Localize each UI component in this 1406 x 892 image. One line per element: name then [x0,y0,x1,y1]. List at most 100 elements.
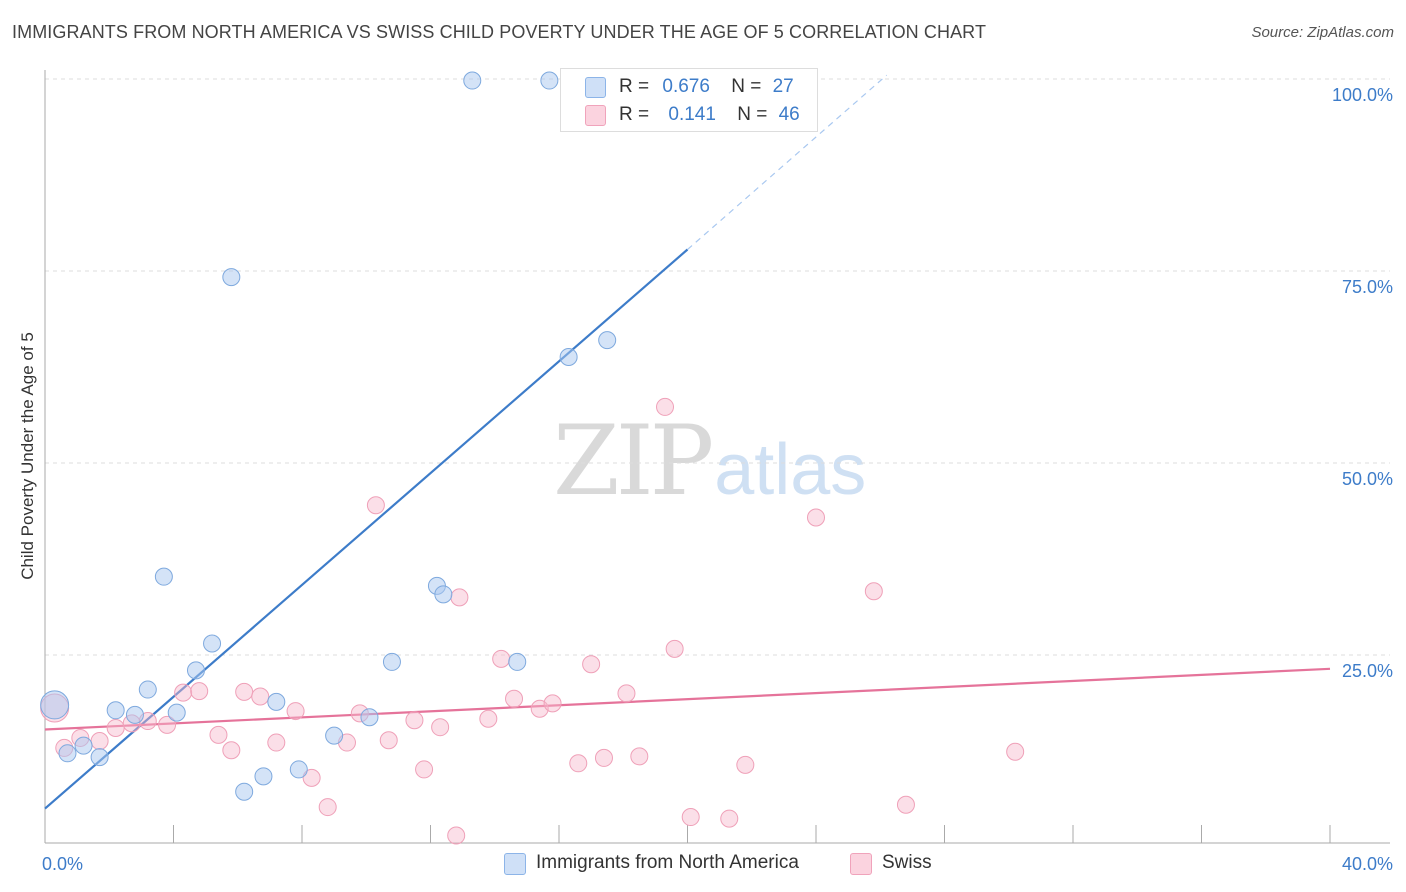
point-swiss [174,683,193,702]
point-swiss [431,718,450,737]
point-swiss [665,639,684,658]
legend-swatch-blue [585,76,606,98]
point-swiss [415,760,434,779]
legend-r-value: 0.141 [668,104,716,125]
y-tick-label: 50.0% [1342,469,1393,489]
point-immigrants [508,652,527,671]
point-immigrants [203,634,222,653]
point-swiss [864,582,883,601]
zipatlas-watermark: ZIPatlas [553,405,866,517]
point-swiss [158,715,177,734]
point-swiss [492,649,511,668]
point-swiss [235,682,254,701]
correlation-legend: R = 0.676 N = 27 R = 0.141 N = 46 [560,68,818,132]
y-tick-label: 75.0% [1342,277,1393,297]
point-swiss [656,397,675,416]
point-swiss [617,684,636,703]
point-immigrants [167,703,186,722]
point-immigrants [154,567,173,586]
bottom-legend-label-swiss: Swiss [882,852,932,873]
chart-title: IMMIGRANTS FROM NORTH AMERICA VS SWISS C… [12,22,987,42]
legend-r-value: 0.676 [662,76,710,97]
source-label: Source: ZipAtlas.com [1251,24,1394,41]
legend-n-label: N = [737,104,768,125]
y-tick-label: 100.0% [1332,85,1393,105]
point-swiss [90,732,109,751]
trend-line-swiss [44,667,1331,731]
point-swiss [267,733,286,752]
point-swiss [505,689,524,708]
data-points [40,71,1025,845]
point-immigrants [360,708,379,727]
point-immigrants [222,268,241,287]
point-immigrants [434,585,453,604]
point-immigrants [90,748,109,767]
trend-line-immigrants [44,248,689,810]
tick-labels: 25.0% 50.0% 75.0% 100.0% 0.0% 40.0% [42,85,1393,874]
point-immigrants [289,760,308,779]
legend-r-label: R = [619,104,650,125]
point-swiss [366,496,385,515]
watermark-atlas: atlas [714,430,867,510]
legend-n-value: 27 [772,76,794,97]
point-immigrants [598,331,617,350]
point-immigrants [540,71,559,90]
bottom-legend-swatch-blue [504,853,526,875]
point-swiss [251,687,270,706]
point-immigrants [267,692,286,711]
point-swiss [302,768,321,787]
point-swiss [106,718,125,737]
point-immigrants [463,71,482,90]
point-immigrants [186,661,205,680]
point-immigrants [559,348,578,367]
point-swiss [479,709,498,728]
bottom-legend-swatch-pink [850,853,872,875]
point-immigrants [382,652,401,671]
legend-n-label: N = [731,76,762,97]
point-immigrants [254,767,273,786]
point-swiss [896,795,915,814]
point-swiss [379,731,398,750]
point-immigrants [40,690,70,720]
point-swiss [318,798,337,817]
point-immigrants [74,736,93,755]
legend-r-label: R = [619,76,650,97]
point-swiss [1006,742,1025,761]
y-tick-label: 25.0% [1342,661,1393,681]
axes [44,70,1390,844]
point-swiss [450,588,469,607]
point-immigrants [58,744,77,763]
point-swiss [720,809,739,828]
point-swiss [190,682,209,701]
legend-stats-immigrants: R = 0.676 N = 27 [619,76,794,98]
x-tick-label: 40.0% [1342,854,1393,874]
point-swiss [286,702,305,721]
legend-swatch-pink [585,104,606,126]
point-swiss [582,655,601,674]
legend-stats-swiss: R = 0.141 N = 46 [619,104,800,126]
point-swiss [543,694,562,713]
legend-n-value: 46 [778,104,800,125]
point-immigrants [138,680,157,699]
point-swiss [681,808,700,827]
point-immigrants [325,726,344,745]
bottom-legend-label-immigrants: Immigrants from North America [536,852,799,873]
point-swiss [447,826,466,845]
point-immigrants [125,705,144,724]
grid-lines [45,78,1390,656]
point-swiss [405,711,424,730]
trend-line-immigrants-extension [687,74,888,250]
point-swiss [222,741,241,760]
point-swiss [209,725,228,744]
point-swiss [630,747,649,766]
point-immigrants [106,701,125,720]
point-immigrants [235,782,254,801]
point-swiss [594,748,613,767]
watermark-zip: ZIP [553,405,714,517]
point-swiss [736,755,755,774]
point-swiss [807,508,825,527]
point-swiss [569,754,588,773]
trend-lines [44,74,1331,810]
x-tick-label: 0.0% [42,854,83,874]
